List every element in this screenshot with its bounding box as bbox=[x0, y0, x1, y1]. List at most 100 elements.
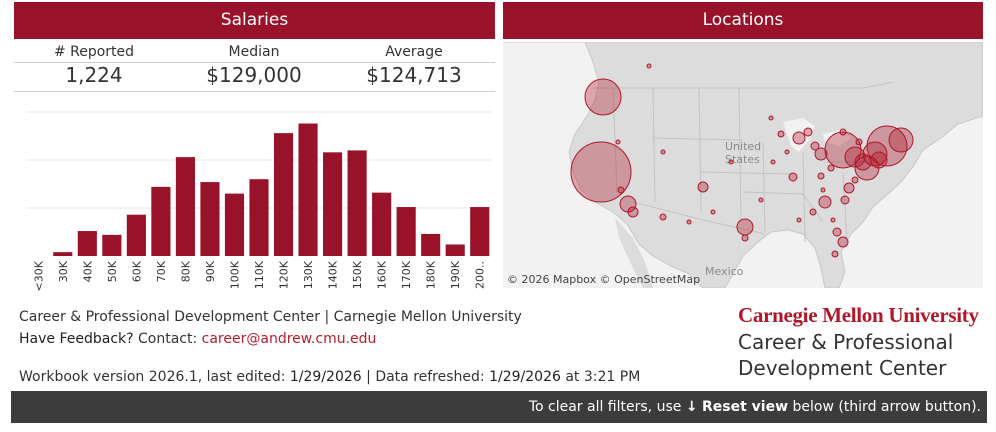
x-tick-label: 190K bbox=[449, 260, 462, 289]
location-marker[interactable] bbox=[827, 164, 835, 172]
location-marker[interactable] bbox=[615, 139, 621, 145]
location-marker[interactable] bbox=[831, 250, 839, 258]
location-marker[interactable] bbox=[843, 182, 855, 194]
location-marker[interactable] bbox=[870, 151, 888, 169]
location-marker[interactable] bbox=[888, 127, 914, 153]
location-marker[interactable] bbox=[862, 141, 888, 167]
location-marker[interactable] bbox=[792, 131, 806, 145]
location-marker[interactable] bbox=[659, 213, 667, 221]
bar-160k[interactable] bbox=[372, 192, 392, 256]
location-marker[interactable] bbox=[817, 172, 825, 180]
location-marker[interactable] bbox=[837, 236, 849, 248]
location-marker[interactable] bbox=[784, 149, 790, 155]
location-marker[interactable] bbox=[570, 141, 632, 203]
bar-30k[interactable] bbox=[53, 252, 73, 256]
kpi-median: Median $129,000 bbox=[174, 42, 334, 88]
map-attribution[interactable]: © 2026 Mapbox © OpenStreetMap bbox=[507, 273, 700, 286]
x-tick-label: 100K bbox=[228, 260, 241, 289]
bar-200[interactable] bbox=[470, 207, 490, 256]
bar-80k[interactable] bbox=[175, 157, 195, 256]
instruction-reset-view: Reset view bbox=[702, 399, 789, 415]
cmu-logo-wordmark: Carnegie Mellon University bbox=[738, 303, 979, 327]
footer-university: Carnegie Mellon University bbox=[333, 309, 522, 325]
instruction-suffix: below (third arrow button). bbox=[792, 399, 981, 415]
location-marker[interactable] bbox=[824, 131, 862, 169]
location-marker[interactable] bbox=[686, 219, 692, 225]
location-marker[interactable] bbox=[768, 115, 774, 121]
cmu-logo-line2: Development Center bbox=[738, 356, 947, 380]
map-label-us-line2: States bbox=[725, 153, 760, 166]
location-marker[interactable] bbox=[818, 195, 832, 209]
footer-contact-label: Contact: bbox=[138, 331, 198, 347]
bar-110k[interactable] bbox=[249, 179, 269, 256]
x-tick-label: 110K bbox=[253, 260, 266, 289]
x-tick-label: 200.. bbox=[474, 261, 487, 289]
x-tick-label: 150K bbox=[351, 260, 364, 289]
location-marker[interactable] bbox=[660, 149, 666, 155]
location-marker[interactable] bbox=[617, 186, 625, 194]
footer-refreshed-prefix: Data refreshed: bbox=[375, 369, 485, 385]
location-marker[interactable] bbox=[697, 181, 709, 193]
location-marker[interactable] bbox=[796, 217, 802, 223]
kpi-median-value: $129,000 bbox=[206, 63, 302, 87]
footer-refreshed-date: 1/29/2026 bbox=[489, 369, 561, 385]
bar-130k[interactable] bbox=[298, 123, 318, 256]
location-marker[interactable] bbox=[741, 234, 749, 242]
x-tick-label: 140K bbox=[327, 260, 340, 289]
x-tick-label: 70K bbox=[155, 260, 168, 282]
location-marker[interactable] bbox=[758, 197, 764, 203]
location-marker[interactable] bbox=[788, 172, 798, 182]
bar-70k[interactable] bbox=[151, 186, 171, 256]
bar-120k[interactable] bbox=[273, 133, 294, 256]
location-marker[interactable] bbox=[855, 138, 863, 146]
location-marker[interactable] bbox=[627, 206, 639, 218]
bar-50k[interactable] bbox=[102, 234, 122, 256]
location-marker[interactable] bbox=[646, 63, 652, 69]
location-marker[interactable] bbox=[830, 217, 836, 223]
attribution-osm[interactable]: © OpenStreetMap bbox=[599, 273, 701, 286]
cmu-logo-line1: Career & Professional bbox=[738, 330, 954, 354]
location-marker[interactable] bbox=[814, 147, 828, 161]
bar-190k[interactable] bbox=[445, 244, 465, 256]
bar-140k[interactable] bbox=[323, 152, 343, 256]
location-marker[interactable] bbox=[820, 187, 826, 193]
x-tick-label: 80K bbox=[179, 260, 192, 282]
map-canvas[interactable]: United States Mexico bbox=[503, 42, 983, 288]
footer-org: Career & Professional Development Center bbox=[19, 309, 321, 325]
location-marker[interactable] bbox=[866, 125, 908, 167]
location-marker[interactable] bbox=[710, 209, 716, 215]
location-marker[interactable] bbox=[584, 78, 622, 116]
kpi-reported: # Reported 1,224 bbox=[14, 42, 174, 88]
location-marker[interactable] bbox=[803, 127, 813, 137]
location-marker[interactable] bbox=[810, 141, 820, 151]
location-marker[interactable] bbox=[840, 195, 850, 205]
bar-90k[interactable] bbox=[200, 182, 220, 256]
footer-separator-2: | bbox=[366, 369, 371, 385]
kpi-average-label: Average bbox=[385, 44, 443, 60]
location-marker[interactable] bbox=[728, 159, 734, 165]
chart-x-tick-labels: <30K 30K 40K 50K 60K 70K 80K 90K 100K 110K 120K 130… bbox=[32, 260, 486, 291]
bar-170k[interactable] bbox=[396, 207, 416, 256]
location-marker[interactable] bbox=[736, 218, 754, 236]
location-marker[interactable] bbox=[851, 176, 859, 184]
attribution-mapbox[interactable]: © 2026 Mapbox bbox=[507, 273, 597, 286]
location-marker[interactable] bbox=[777, 130, 785, 138]
bar-150k[interactable] bbox=[347, 150, 367, 256]
locations-map[interactable]: United States Mexico © 2026 Mapbox © Ope… bbox=[503, 42, 983, 288]
location-marker[interactable] bbox=[809, 208, 817, 216]
location-marker[interactable] bbox=[770, 159, 776, 165]
salary-histogram[interactable]: <30K 30K 40K 50K 60K 70K 80K 90K 100K 110K 120K 130… bbox=[14, 108, 496, 293]
x-tick-label: 170K bbox=[400, 260, 413, 289]
map-markers[interactable] bbox=[570, 63, 914, 258]
bar-100k[interactable] bbox=[224, 193, 245, 256]
chart-bars[interactable] bbox=[53, 123, 490, 256]
bar-180k[interactable] bbox=[421, 233, 441, 256]
location-marker[interactable] bbox=[839, 128, 847, 136]
kpi-reported-value: 1,224 bbox=[65, 63, 123, 87]
bar-40k[interactable] bbox=[77, 231, 97, 256]
x-tick-label: 120K bbox=[278, 260, 291, 289]
bar-60k[interactable] bbox=[126, 214, 146, 256]
x-tick-label: 60K bbox=[130, 260, 143, 282]
footer-contact-email-link[interactable]: career@andrew.cmu.edu bbox=[201, 331, 377, 347]
location-marker[interactable] bbox=[832, 227, 842, 237]
